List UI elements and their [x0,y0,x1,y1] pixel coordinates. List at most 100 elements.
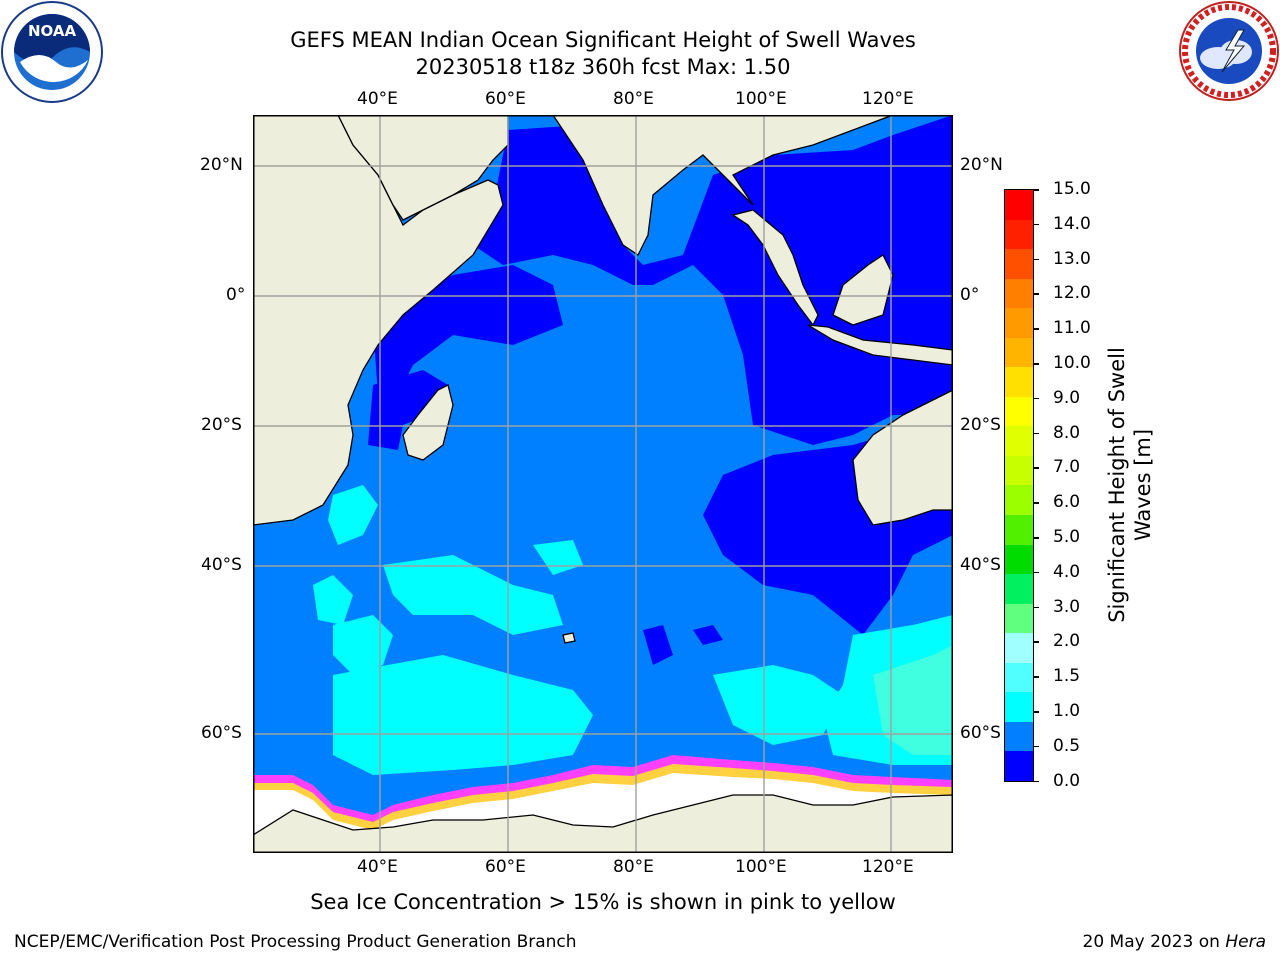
colorbar-tick-label: 11.0 [1053,318,1091,339]
lon-label-top-60e: 60°E [485,89,526,109]
colorbar-segment [1005,308,1033,338]
australia-landmass [852,389,953,526]
landmasses [253,115,953,853]
colorbar-label-line1: Significant Height of Swell [1105,347,1129,623]
antarctica-landmass [253,794,953,853]
sea-ice-caption: Sea Ice Concentration > 15% is shown in … [310,890,896,914]
colorbar-label: Significant Height of Swell Waves [m] [1104,347,1156,623]
colorbar-tick-mark [1033,293,1039,295]
colorbar-tick-mark [1033,502,1039,504]
colorbar-tick-label: 10.0 [1053,353,1091,373]
lon-label-bottom-120e: 120°E [862,857,914,877]
footer-host: Hera [1225,932,1266,952]
kerguelen-island [562,632,576,644]
colorbar-segment [1005,515,1033,545]
swell-height-map[interactable] [253,115,953,853]
lat-label-right-20n: 20°N [960,155,1003,175]
colorbar-segment [1005,426,1033,456]
swell-1-5to2m-regions [873,645,953,755]
colorbar-segment [1005,485,1033,516]
chart-title: GEFS MEAN Indian Ocean Significant Heigh… [290,28,916,52]
colorbar-segment [1005,455,1033,486]
noaa-logo: NOAA [1,1,103,103]
lat-label-left-0: 0° [226,285,246,305]
lon-label-bottom-80e: 80°E [613,857,654,877]
colorbar-tick-mark [1033,223,1039,226]
colorbar-tick-label: 3.0 [1053,596,1081,617]
colorbar-tick-label: 1.0 [1053,701,1081,721]
colorbar [1004,189,1034,782]
colorbar-tick-label: 7.0 [1053,457,1081,478]
colorbar-segment [1005,662,1033,693]
colorbar-segment [1005,337,1033,368]
colorbar-segment [1005,219,1033,250]
lat-label-left-60s: 60°S [201,723,242,743]
colorbar-segment [1005,721,1033,752]
colorbar-tick-mark [1033,328,1039,330]
colorbar-tick-label: 9.0 [1053,387,1081,408]
colorbar-tick-mark [1033,606,1039,609]
colorbar-segment [1005,633,1033,663]
colorbar-segment [1005,544,1033,575]
colorbar-segment [1005,603,1033,634]
lon-label-top-100e: 100°E [735,89,787,109]
lat-label-right-60s: 60°S [960,723,1001,743]
colorbar-tick-label: 13.0 [1053,248,1091,269]
map-frame [253,115,953,853]
sumatra-java-landmass [807,324,953,366]
colorbar-segment [1005,278,1033,309]
colorbar-tick-mark [1033,745,1039,748]
colorbar-segment [1005,396,1033,427]
map-panel [253,115,953,853]
madagascar-landmass [402,384,454,461]
colorbar-segment [1005,751,1033,781]
colorbar-segment [1005,249,1033,279]
chart-subtitle: 20230518 t18z 360h fcst Max: 1.50 [415,55,791,79]
colorbar-tick-mark [1033,258,1039,261]
colorbar-tick-label: 0.0 [1053,770,1081,791]
lon-label-bottom-40e: 40°E [357,857,398,877]
lat-label-left-20s: 20°S [201,415,242,435]
colorbar-segment [1005,692,1033,722]
lat-label-left-20n: 20°N [200,155,243,175]
colorbar-tick-mark [1033,571,1039,574]
colorbar-tick-mark [1033,363,1039,365]
colorbar-tick-label: 5.0 [1053,527,1081,547]
lon-label-top-80e: 80°E [613,89,654,109]
lat-label-right-20s: 20°S [960,415,1001,435]
lon-label-top-40e: 40°E [357,89,398,109]
lon-label-bottom-100e: 100°E [735,857,787,877]
india-landmass [508,115,894,256]
colorbar-tick-label: 2.0 [1053,631,1081,652]
colorbar-tick-label: 14.0 [1053,213,1091,234]
colorbar-tick-mark [1033,467,1039,469]
colorbar-tick-mark [1033,189,1039,191]
lat-label-left-40s: 40°S [201,555,242,575]
colorbar-tick-label: 6.0 [1053,492,1081,513]
borneo-landmass [832,254,894,326]
colorbar-segment [1005,574,1033,604]
colorbar-tick-mark [1033,676,1039,678]
footer-date: 20 May 2023 on Hera [1083,932,1267,952]
lat-label-right-40s: 40°S [960,555,1001,575]
lat-label-right-0: 0° [960,285,980,305]
colorbar-tick-mark [1033,397,1039,400]
colorbar-segment [1005,367,1033,397]
lon-label-top-120e: 120°E [862,89,914,109]
footer-date-text: 20 May 2023 on [1082,932,1226,952]
colorbar-tick-mark [1033,641,1039,643]
colorbar-tick-label: 8.0 [1053,422,1081,443]
colorbar-segment [1005,190,1033,220]
lon-label-bottom-60e: 60°E [485,857,526,877]
colorbar-tick-mark [1033,711,1039,713]
footer-branch: NCEP/EMC/Verification Post Processing Pr… [14,932,577,952]
colorbar-tick-label: 1.5 [1053,666,1081,687]
colorbar-tick-mark [1033,780,1039,783]
colorbar-tick-label: 12.0 [1053,283,1091,304]
colorbar-tick-label: 4.0 [1053,561,1081,582]
graticule [253,115,953,853]
colorbar-tick-mark [1033,432,1039,435]
colorbar-tick-mark [1033,537,1039,539]
colorbar-tick-label: 15.0 [1053,179,1091,199]
colorbar-label-line2: Waves [m] [1131,428,1155,542]
